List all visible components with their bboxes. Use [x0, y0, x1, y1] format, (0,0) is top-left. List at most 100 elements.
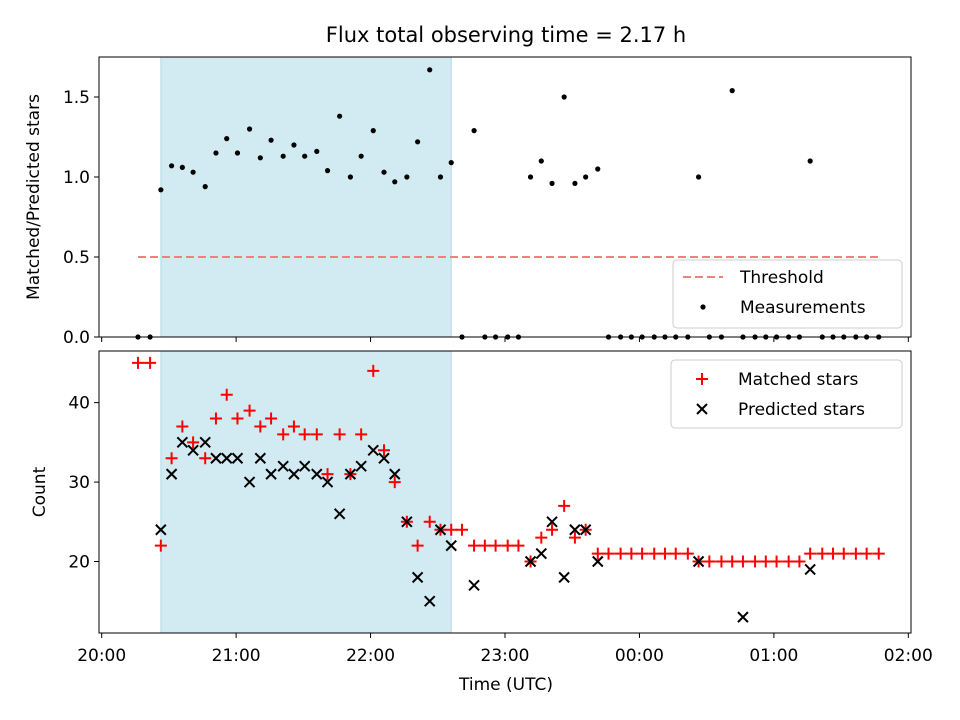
matched-star-point [793, 555, 806, 568]
matched-star-point [378, 444, 391, 457]
predicted-star-point [199, 436, 211, 449]
matched-star-point [736, 555, 749, 568]
top-panel: 0.0 0.5 1.0 1.5 Matched/Predicted stars Thr… [24, 56, 912, 348]
measurement-point [168, 163, 175, 169]
bottom-y-axis: 20 30 40 [68, 394, 99, 573]
measurement-point [561, 94, 567, 100]
predicted-star-point [411, 571, 424, 584]
predicted-stars-series [155, 436, 816, 623]
predicted-star-point [254, 452, 267, 464]
matched-star-point [501, 539, 514, 552]
x-tick-label: 01:00 [749, 646, 798, 666]
matched-star-point [827, 547, 840, 560]
matched-star-point [636, 547, 649, 560]
matched-star-point [220, 388, 233, 401]
predicted-star-point [692, 555, 705, 568]
measurement-point [404, 174, 410, 180]
measurement-point [224, 136, 230, 142]
x-tick-label: 20:00 [77, 646, 126, 666]
predicted-star-point [298, 460, 311, 472]
predicted-star-point [155, 524, 167, 536]
shaded-interval [160, 350, 452, 634]
predicted-star-point [389, 468, 401, 480]
predicted-star-point [321, 476, 334, 488]
predicted-star-point [558, 571, 570, 584]
matched-star-point [726, 555, 739, 568]
measurement-point [448, 160, 454, 166]
measurement-point [257, 155, 263, 161]
matched-star-point [209, 412, 222, 425]
y-tick-label: 20 [68, 553, 90, 573]
predicted-star-point [165, 468, 178, 480]
measurement-point [572, 180, 578, 186]
top-y-axis-label: Matched/Predicted stars [24, 94, 44, 300]
top-legend-box [672, 259, 903, 329]
matched-star-point [860, 547, 873, 560]
shaded-interval [160, 56, 452, 338]
measurement-point [246, 126, 253, 132]
measurement-point [695, 174, 702, 180]
y-tick-label: 0.0 [63, 328, 90, 348]
matched-star-point [804, 547, 817, 560]
matched-star-point [298, 428, 311, 441]
predicted-star-point [445, 539, 457, 552]
top-x-ticks [101, 337, 909, 342]
y-tick-label: 40 [68, 394, 90, 414]
matched-star-point [468, 539, 481, 552]
matched-star-point [333, 428, 346, 441]
measurement-point [179, 164, 185, 170]
x-tick-label: 00:00 [615, 646, 664, 666]
measurement-point [234, 150, 241, 156]
matched-star-point [478, 539, 491, 552]
matched-star-point [568, 531, 581, 544]
matched-star-point [749, 555, 762, 568]
predicted-star-point [288, 468, 300, 480]
predicted-star-point [524, 555, 537, 568]
top-legend: Threshold Measurements [672, 259, 903, 329]
measurement-point [370, 128, 376, 134]
x-axis-label: Time (UTC) [458, 675, 553, 695]
matched-star-point [558, 499, 571, 512]
predicted-star-point [231, 452, 244, 464]
legend-predicted-label: Predicted stars [738, 400, 865, 420]
predicted-star-point [468, 579, 480, 592]
measurement-point [280, 153, 286, 159]
matched-star-point [715, 555, 728, 568]
matched-star-point [254, 420, 267, 433]
x-tick-label: 21:00 [212, 646, 261, 666]
predicted-star-point [592, 555, 604, 568]
predicted-star-point [210, 452, 222, 464]
matched-star-point [321, 468, 334, 481]
predicted-star-point [434, 524, 447, 536]
x-axis: 20:00 21:00 22:00 23:00 00:00 01:00 02:00 [77, 633, 933, 666]
matched-star-point [681, 547, 694, 560]
measurement-point [347, 174, 353, 180]
x-tick-label: 22:00 [346, 646, 395, 666]
predicted-star-point [535, 547, 548, 560]
matched-star-point [199, 452, 212, 465]
matched-star-point [445, 523, 458, 536]
matched-star-point [243, 404, 256, 417]
predicted-star-point [176, 436, 189, 449]
predicted-star-point [344, 468, 357, 480]
matched-star-point [187, 436, 200, 449]
matched-star-point [154, 539, 167, 552]
measurement-point [415, 139, 421, 145]
y-tick-label: 0.5 [63, 248, 90, 268]
chart-title: Flux total observing time = 2.17 h [326, 23, 686, 47]
x-tick-label: 23:00 [481, 646, 530, 666]
matched-star-point [591, 547, 604, 560]
predicted-star-point [367, 444, 379, 457]
legend-measurements-swatch [700, 304, 706, 310]
matched-star-point [367, 364, 380, 377]
predicted-star-point [546, 516, 558, 528]
matched-star-point [423, 515, 436, 528]
matched-star-point [837, 547, 850, 560]
measurement-point [324, 168, 331, 174]
measurement-point [158, 187, 164, 193]
predicted-star-point [737, 611, 749, 623]
matched-star-point [546, 523, 559, 536]
predicted-star-point [277, 460, 289, 472]
matched-star-point [489, 539, 502, 552]
predicted-star-point [265, 468, 277, 480]
